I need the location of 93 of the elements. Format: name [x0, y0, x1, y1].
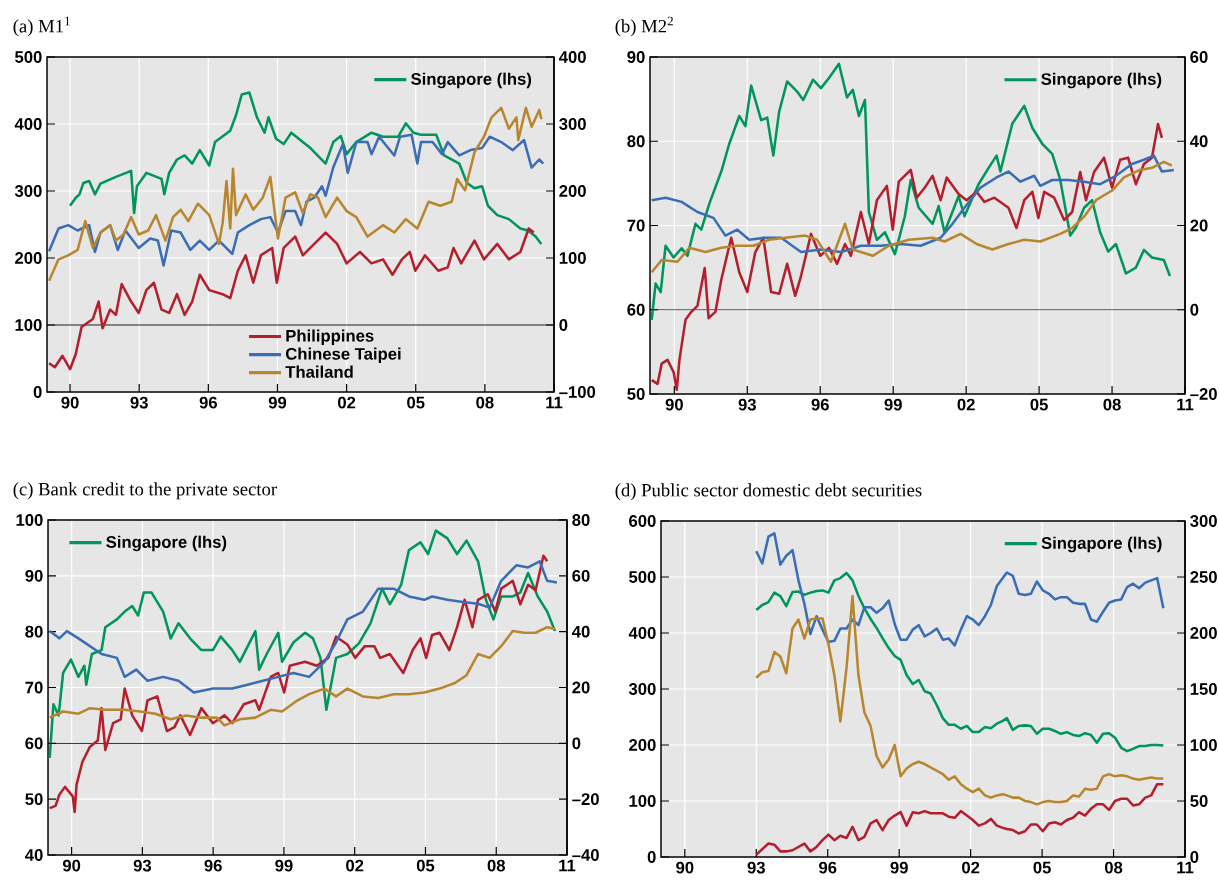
x-tick-label: 08 — [1104, 861, 1123, 874]
x-tick-label: 93 — [130, 396, 148, 409]
x-tick-label: 11 — [1177, 398, 1194, 411]
y-tick-label: 0 — [647, 851, 656, 863]
x-tick-label: 90 — [676, 861, 694, 874]
chart-title: (a) M1$^{1}$ — [13, 16, 70, 37]
y2-tick-label: 200 — [559, 185, 586, 197]
y-tick-label: 70 — [25, 681, 43, 694]
y2-tick-label: 100 — [559, 252, 586, 264]
x-tick-label: 90 — [665, 398, 683, 411]
y-tick-label: 500 — [629, 571, 656, 583]
chart-title: (d) Public sector domestic debt securities — [615, 483, 922, 501]
y2-tick-label: –20 — [1190, 388, 1217, 400]
x-tick-label: 02 — [338, 396, 356, 409]
y2-tick-label: 0 — [559, 319, 568, 331]
y2-tick-label: 400 — [558, 51, 586, 63]
y2-tick-label: –20 — [572, 793, 599, 806]
x-tick-label: 99 — [890, 861, 908, 874]
y-tick-label: 300 — [14, 185, 42, 197]
x-tick-label: 90 — [61, 396, 79, 409]
x-tick-label: 93 — [133, 859, 152, 872]
x-tick-label: 05 — [1033, 861, 1051, 874]
y-tick-label: 60 — [25, 737, 43, 750]
y-tick-label: 60 — [627, 303, 645, 316]
x-tick-label: 11 — [1177, 861, 1194, 874]
y-tick-label: 70 — [627, 219, 645, 232]
y2-tick-label: 60 — [572, 569, 590, 582]
y-tick-label: 100 — [16, 514, 43, 526]
y-tick-label: 200 — [15, 252, 42, 264]
legend-label: Singapore (lhs) — [1041, 72, 1162, 89]
y2-tick-label: 0 — [1190, 303, 1199, 316]
chart-title: (b) M2$^{2}$ — [615, 16, 673, 37]
x-tick-label: 11 — [546, 396, 563, 409]
x-tick-label: 08 — [1103, 398, 1121, 411]
x-tick-label: 08 — [487, 859, 505, 872]
x-tick-label: 90 — [62, 859, 81, 872]
y-tick-label: 200 — [629, 739, 656, 751]
y2-tick-label: 40 — [571, 625, 590, 638]
x-tick-label: 96 — [819, 861, 837, 874]
legend-label: Chinese Taipei — [285, 347, 401, 364]
y2-tick-label: 250 — [1190, 571, 1217, 583]
y2-tick-label: 300 — [559, 118, 586, 130]
y2-tick-label: 300 — [1190, 515, 1217, 527]
y2-tick-label: 200 — [1190, 627, 1217, 639]
y2-tick-label: 80 — [572, 514, 590, 526]
legend-label: Thailand — [285, 365, 353, 378]
x-tick-label: 93 — [747, 861, 765, 874]
y-tick-label: 100 — [15, 319, 42, 331]
legend-label: Philippines — [286, 329, 374, 345]
x-tick-label: 11 — [559, 859, 576, 872]
y-tick-label: 400 — [14, 118, 42, 130]
x-tick-label: 05 — [416, 859, 435, 872]
y-tick-label: 90 — [627, 51, 645, 63]
y-tick-label: 40 — [25, 849, 43, 861]
y2-tick-label: 0 — [572, 737, 581, 750]
x-tick-label: 96 — [204, 859, 222, 872]
x-tick-label: 02 — [346, 859, 364, 872]
y-tick-label: 80 — [25, 625, 43, 638]
y2-tick-label: –40 — [572, 849, 599, 861]
x-tick-label: 99 — [884, 398, 902, 411]
y-tick-label: 500 — [15, 51, 42, 63]
x-tick-label: 93 — [738, 398, 756, 411]
y-tick-label: 90 — [25, 569, 43, 582]
x-tick-label: 08 — [476, 396, 494, 409]
y2-tick-label: 60 — [1190, 51, 1208, 63]
y-tick-label: 80 — [627, 135, 645, 148]
x-tick-label: 96 — [199, 396, 217, 409]
x-tick-label: 99 — [268, 396, 287, 409]
x-tick-label: 99 — [275, 859, 293, 872]
legend-label: Singapore (lhs) — [411, 72, 532, 89]
x-tick-label: 96 — [811, 398, 829, 411]
y-tick-label: 600 — [629, 515, 656, 527]
x-tick-label: 05 — [1030, 398, 1048, 411]
y2-tick-label: 40 — [1189, 135, 1208, 148]
legend-label: Singapore (lhs) — [106, 535, 227, 552]
x-tick-label: 02 — [962, 861, 980, 874]
legend-label: Singapore (lhs) — [1041, 536, 1162, 553]
x-tick-label: 02 — [957, 398, 975, 411]
y2-tick-label: 100 — [1190, 739, 1217, 751]
y2-tick-label: 50 — [1190, 795, 1208, 807]
y2-tick-label: 20 — [1190, 219, 1208, 232]
y2-tick-label: 0 — [1190, 851, 1199, 863]
y-tick-label: 50 — [25, 793, 43, 806]
y-tick-label: 400 — [628, 627, 656, 639]
y2-tick-label: 150 — [1190, 683, 1217, 695]
y-tick-label: 100 — [629, 795, 656, 807]
x-tick-label: 05 — [407, 396, 425, 409]
y2-tick-label: 20 — [572, 681, 590, 694]
y2-tick-label: –100 — [559, 386, 596, 398]
y-tick-label: 50 — [627, 388, 645, 400]
y-tick-label: 300 — [628, 683, 656, 695]
chart-title: (c) Bank credit to the private sector — [13, 482, 277, 500]
y-tick-label: 0 — [33, 386, 42, 398]
